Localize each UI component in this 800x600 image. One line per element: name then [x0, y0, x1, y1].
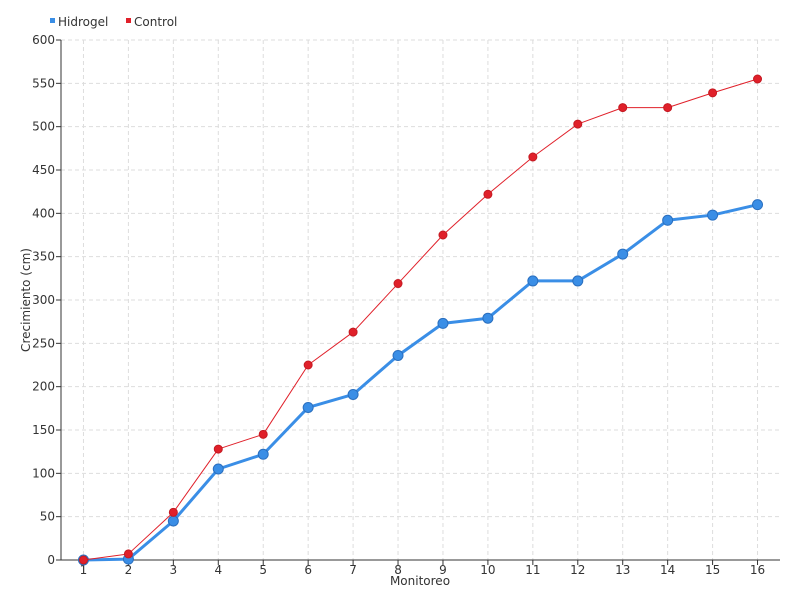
data-point-hidrogel	[257, 448, 269, 460]
data-point-hidrogel	[437, 317, 449, 329]
data-point-control	[303, 360, 313, 370]
data-point-control	[708, 88, 718, 98]
x-tick-label: 7	[349, 563, 357, 577]
data-point-hidrogel	[167, 515, 179, 527]
data-point-control	[168, 507, 178, 517]
x-tick-label: 10	[480, 563, 495, 577]
grid-layer	[61, 39, 780, 560]
data-point-control	[213, 444, 223, 454]
y-tick-label: 100	[32, 466, 55, 480]
data-point-control	[753, 74, 763, 84]
data-point-control	[78, 555, 88, 565]
data-point-control	[618, 103, 628, 113]
data-point-control	[258, 429, 268, 439]
x-tick-label: 5	[259, 563, 267, 577]
y-tick-label: 0	[47, 553, 55, 567]
legend-label-control: Control	[134, 15, 177, 29]
x-tick-label: 11	[525, 563, 540, 577]
x-tick-label: 15	[705, 563, 720, 577]
series-layer	[77, 74, 764, 566]
data-point-hidrogel	[212, 463, 224, 475]
data-point-hidrogel	[572, 275, 584, 287]
data-point-hidrogel	[347, 388, 359, 400]
x-axis-title: Monitoreo	[390, 574, 450, 588]
x-tick-label: 1	[80, 563, 88, 577]
x-tick-label: 13	[615, 563, 630, 577]
x-tick-label: 16	[750, 563, 765, 577]
data-point-hidrogel	[752, 199, 764, 211]
series-line-control	[83, 78, 758, 561]
legend-swatch-hidrogel	[50, 18, 55, 23]
x-tick-label: 8	[394, 563, 402, 577]
x-tick-label: 3	[170, 563, 178, 577]
x-tick-label: 14	[660, 563, 675, 577]
y-axis-title: Crecimiento (cm)	[19, 248, 33, 352]
data-point-hidrogel	[662, 214, 674, 226]
data-point-hidrogel	[392, 349, 404, 361]
data-point-hidrogel	[482, 312, 494, 324]
data-point-control	[393, 279, 403, 289]
data-point-control	[573, 119, 583, 129]
y-tick-label: 350	[32, 250, 55, 264]
data-point-control	[348, 327, 358, 337]
data-point-control	[123, 549, 133, 559]
data-point-control	[438, 230, 448, 240]
y-tick-label: 600	[32, 33, 55, 47]
data-point-hidrogel	[617, 248, 629, 260]
series-line-hidrogel	[83, 203, 758, 562]
y-tick-label: 500	[32, 120, 55, 134]
data-point-control	[528, 152, 538, 162]
y-tick-label: 50	[40, 510, 55, 524]
data-point-hidrogel	[707, 209, 719, 221]
y-tick-label: 550	[32, 76, 55, 90]
data-point-control	[483, 189, 493, 199]
legend-swatch-control	[126, 18, 131, 23]
y-tick-label: 300	[32, 293, 55, 307]
x-tick-label: 6	[304, 563, 312, 577]
x-tick-label: 9	[439, 563, 447, 577]
y-tick-label: 400	[32, 206, 55, 220]
legend: Hidrogel Control	[50, 15, 177, 29]
y-tick-label: 150	[32, 423, 55, 437]
y-tick-label: 200	[32, 380, 55, 394]
y-tick-label: 450	[32, 163, 55, 177]
x-tick-label: 12	[570, 563, 585, 577]
legend-label-hidrogel: Hidrogel	[58, 15, 108, 29]
y-tick-label: 250	[32, 336, 55, 350]
x-tick-label: 2	[125, 563, 133, 577]
data-point-hidrogel	[527, 275, 539, 287]
x-tick-label: 4	[214, 563, 222, 577]
data-point-hidrogel	[302, 401, 314, 413]
data-point-control	[663, 103, 673, 113]
